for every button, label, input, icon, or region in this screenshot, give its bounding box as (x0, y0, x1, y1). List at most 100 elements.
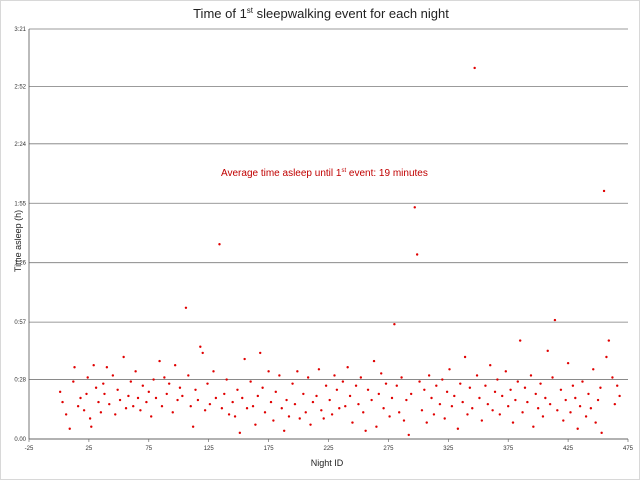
chart-title-sup: st (247, 6, 254, 15)
data-point (441, 378, 444, 381)
x-axis-label: Night ID (311, 458, 344, 468)
data-point (605, 355, 608, 359)
data-point (468, 386, 472, 389)
data-point (94, 386, 98, 389)
y-tick-label: 0.00 (14, 437, 26, 443)
x-tick-label: 325 (443, 446, 454, 452)
data-point (201, 351, 204, 355)
data-point (136, 396, 140, 400)
data-point (362, 411, 365, 414)
data-point (335, 388, 339, 391)
data-point (85, 392, 88, 396)
data-point (218, 243, 221, 246)
data-point (504, 370, 508, 373)
data-point (99, 411, 103, 414)
data-point (105, 366, 109, 369)
data-point (118, 398, 122, 402)
data-point (380, 372, 383, 375)
data-point (64, 413, 68, 416)
data-point (344, 405, 347, 408)
data-point (456, 427, 460, 430)
data-point (320, 409, 323, 412)
data-point (214, 396, 218, 400)
data-point (309, 423, 312, 426)
data-point (261, 386, 264, 389)
data-point (139, 409, 142, 412)
data-point (306, 376, 310, 379)
data-point (382, 407, 385, 410)
data-point (274, 390, 277, 394)
x-tick-label: 225 (323, 446, 334, 452)
data-point (317, 368, 321, 371)
data-point (212, 370, 215, 373)
data-point (559, 388, 563, 391)
data-point (536, 407, 540, 410)
data-point (359, 376, 363, 379)
data-point (280, 407, 283, 410)
data-point (256, 394, 260, 398)
data-point (607, 339, 611, 342)
data-point (348, 394, 352, 398)
data-point (165, 392, 168, 396)
data-point (516, 380, 519, 383)
data-point (341, 380, 345, 383)
data-point (243, 357, 246, 361)
data-point (282, 429, 286, 432)
y-axis-label: Time asleep (h) (13, 210, 23, 272)
data-point (448, 368, 451, 371)
data-point (287, 415, 291, 418)
chart-title-post: sleepwalking event for each night (253, 6, 449, 21)
y-tick-label: 0:57 (14, 320, 26, 326)
data-point (507, 405, 510, 408)
data-point (231, 400, 234, 404)
data-point (413, 206, 416, 209)
data-point (160, 405, 164, 408)
data-point (263, 411, 267, 414)
data-point (254, 423, 257, 426)
data-point (493, 390, 497, 394)
data-point (514, 398, 517, 402)
data-point (338, 407, 341, 410)
data-point (576, 427, 579, 430)
data-point (501, 394, 504, 398)
x-tick-label: 175 (264, 446, 275, 452)
data-point (141, 384, 145, 387)
data-point (291, 382, 294, 385)
data-point (475, 374, 479, 377)
data-point (397, 411, 401, 414)
data-point (199, 345, 202, 348)
x-tick-label: 125 (204, 446, 215, 452)
data-point (206, 382, 209, 385)
data-point (167, 382, 171, 385)
x-tick-label: 75 (145, 446, 152, 452)
data-point (551, 376, 554, 379)
data-point (556, 409, 559, 412)
x-tick-label: 475 (623, 446, 634, 452)
data-point (82, 409, 86, 412)
data-point (111, 374, 115, 377)
data-point (390, 396, 394, 400)
data-point (267, 370, 270, 373)
data-point (589, 407, 593, 410)
data-point (134, 370, 137, 373)
annotation-text: Average time asleep until 1st event: 19 … (221, 168, 428, 179)
data-point (187, 374, 190, 377)
data-point (427, 374, 431, 377)
x-tick-label: -25 (25, 446, 34, 452)
data-point (322, 417, 325, 420)
data-point (511, 421, 515, 424)
data-point (103, 392, 106, 396)
data-point (592, 368, 595, 371)
data-point (132, 405, 135, 408)
data-point (544, 396, 547, 400)
data-point (523, 386, 527, 389)
annotation-post: event: 19 minutes (346, 168, 428, 179)
data-point (364, 429, 367, 432)
data-point (489, 364, 492, 367)
data-point (171, 411, 174, 414)
data-point (409, 392, 413, 396)
data-point (384, 382, 388, 385)
data-point (76, 405, 80, 408)
data-point (366, 388, 370, 391)
